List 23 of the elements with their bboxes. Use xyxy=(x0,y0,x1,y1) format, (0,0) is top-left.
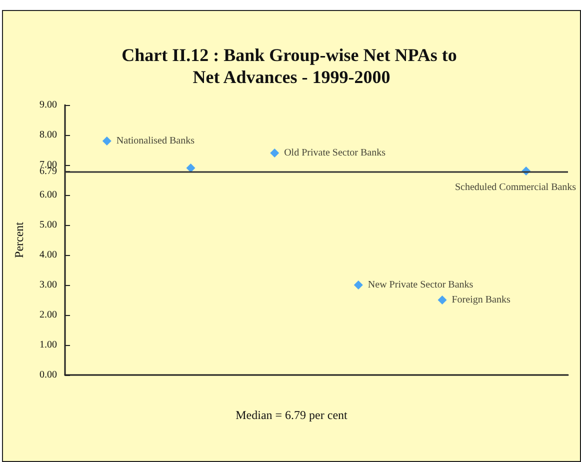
y-tick-label: 6.79 xyxy=(40,166,57,177)
series-label: Scheduled Commercial Banks xyxy=(454,182,576,193)
y-tick-label: 9.00 xyxy=(40,100,57,110)
y-tick-label: 6.00 xyxy=(40,190,57,200)
point xyxy=(102,136,112,146)
point xyxy=(354,280,363,290)
y-tick-label: 5.00 xyxy=(40,220,57,230)
y-tick-label: 0.00 xyxy=(40,370,57,380)
point xyxy=(186,164,196,172)
point xyxy=(270,148,280,158)
y-tick-label: 4.00 xyxy=(40,250,57,260)
series-label: Old Private Sector Banks xyxy=(284,148,386,158)
y-axis-title: Percent xyxy=(12,221,26,258)
series-label: Foreign Banks xyxy=(452,294,510,306)
series-label: New Private Sector Banks xyxy=(368,280,474,290)
text: Median = 6.79 per cent xyxy=(236,408,348,422)
y-tick-label: 2.00 xyxy=(40,310,57,320)
point xyxy=(438,296,447,304)
y-tick-label: 1.00 xyxy=(40,340,57,350)
y-tick-label: 8.00 xyxy=(40,130,57,140)
y-tick-label: 3.00 xyxy=(40,280,57,290)
series-label: Nationalised Banks xyxy=(116,136,195,146)
chart-title: Chart II.12 : Bank Group-wise Net NPAs to Net Advances - 1999-2000 xyxy=(122,45,462,87)
